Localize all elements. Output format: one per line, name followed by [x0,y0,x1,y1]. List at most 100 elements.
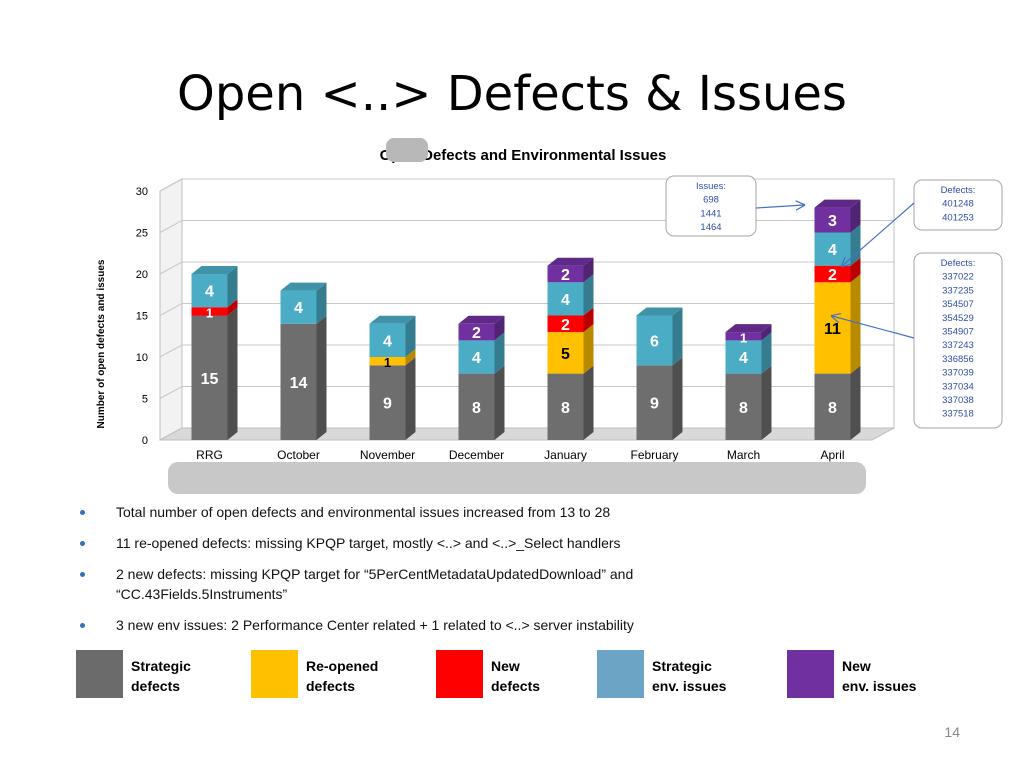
callout-text: 337022 [942,272,974,283]
callout-text: 401253 [942,212,974,223]
bar-data-label: 8 [561,400,570,417]
x-tick-label: October [277,448,320,462]
bar-data-label: 4 [205,284,214,301]
bullet-dot [80,572,85,577]
x-tick-label: December [449,448,504,462]
bar-segment [725,373,762,440]
bar-segment-side [316,315,327,440]
bullet-dot [80,541,85,546]
redacted-strip [168,462,866,494]
reopened-defects-connector [832,316,915,339]
legend-swatch [597,650,644,698]
bar-data-label: 4 [739,350,748,367]
bar-segment-side [583,274,594,316]
bar-segment [191,315,228,440]
bar-segment-top [814,199,861,208]
bar-segment-side [583,324,594,374]
bar-segment [280,323,317,440]
bullet-text: 2 new defects: missing KPQP target for “… [116,566,634,602]
page-number: 14 [944,724,960,740]
callout-text: 354507 [942,299,974,310]
y-tick-label: 10 [136,352,148,364]
bar-data-label: 4 [294,300,303,317]
bar-segment-side [583,257,594,283]
bar-segment [458,323,495,341]
bar-data-label: 2 [472,325,481,342]
callout-text: Defects: [941,258,976,269]
callout-text: 337034 [942,381,974,392]
bar-data-label: 1 [740,330,747,345]
bar-segment [814,282,851,374]
callout-text: 698 [703,195,719,206]
bar-segment-side [672,357,683,440]
bar-data-label: 2 [828,267,837,284]
bar-data-label: 6 [650,333,659,350]
bar-segment [369,357,406,366]
bar-segment [458,373,495,440]
legend-label: Strategic env. issues [652,658,727,694]
bar-data-label: 3 [828,213,837,230]
gridline [159,178,894,192]
legend-label: New env. issues [842,658,917,694]
x-tick-label: March [727,448,760,462]
x-tick-label: November [360,448,415,462]
bar-segment [814,373,851,440]
reopened-defects-callout-box [913,252,1003,429]
bar-segment [280,290,317,324]
x-tick-label: RRG [196,448,223,462]
gridline [159,303,894,316]
bar-data-label: 9 [650,396,659,413]
bullet-item: 11 re-opened defects: missing KPQP targe… [80,533,780,553]
bar-segment [191,274,228,308]
gridline [159,261,894,275]
bar-segment-side [850,257,861,283]
bar-data-label: 4 [383,333,392,350]
bar-segment-top [191,266,238,274]
bar-segment [458,340,495,374]
bullet-item: 3 new env issues: 2 Performance Center r… [80,615,780,635]
bar-segment-side [850,365,861,440]
bar-data-label: 9 [383,396,392,413]
legend-label: New defects [491,658,541,694]
bar-segment-side [850,224,861,266]
bar-segment [547,282,584,316]
bullet-item: 2 new defects: missing KPQP target for “… [80,564,780,604]
bar-data-label: 2 [561,317,570,334]
bar-segment [191,307,228,316]
bar-segment [636,365,673,440]
bar-segment-side [494,315,505,341]
callout-text: 401248 [942,199,974,210]
bullet-dot [80,510,85,515]
callout-text: Defects: [941,185,976,196]
bullet-text: Total number of open defects and environ… [116,504,611,520]
bar-data-label: 4 [561,292,570,309]
bar-data-label: 1 [206,305,213,320]
bar-data-label: 2 [561,267,570,284]
issues-callout-box [665,175,757,237]
new-defects-callout-box [913,179,1003,231]
stacked-bar-chart: Open Defects and Environmental Issues 0 5 1… [96,138,1003,494]
bullet-list: Total number of open defects and environ… [80,502,780,646]
bar-segment [547,332,584,374]
bar-segment-side [583,307,594,333]
bar-data-label: 14 [290,375,308,392]
bar-data-label: 8 [828,400,837,417]
bar-segment-top [458,315,505,324]
legend-swatch [436,650,483,698]
x-tick-label: April [820,448,844,462]
legend-swatch [251,650,298,698]
bar-segment-side [583,365,594,440]
bar-segment-side [672,307,683,366]
issues-connector [755,205,804,208]
callout-text: 337038 [942,395,974,406]
bar-segment-side [405,357,416,440]
bar-segment-top [636,307,683,316]
legend-swatch [76,650,123,698]
x-tick-label: January [544,448,587,462]
y-tick-label: 30 [136,186,148,198]
bar-segment [814,265,851,283]
bar-segment-side [227,299,238,316]
x-tick-label: February [630,448,678,462]
y-axis-label: Number of open defects and issues [96,259,107,428]
gridline [159,220,894,233]
